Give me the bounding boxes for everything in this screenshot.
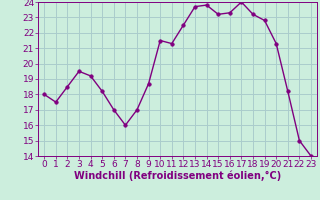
X-axis label: Windchill (Refroidissement éolien,°C): Windchill (Refroidissement éolien,°C): [74, 171, 281, 181]
